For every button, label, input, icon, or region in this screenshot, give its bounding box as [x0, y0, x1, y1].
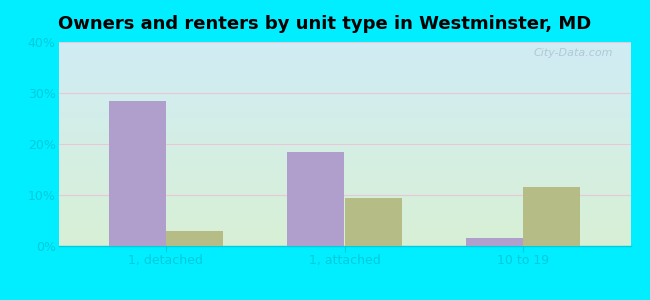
Bar [166, 231, 223, 246]
Text: City-Data.com: City-Data.com [534, 48, 614, 58]
Bar [523, 187, 580, 246]
Text: Owners and renters by unit type in Westminster, MD: Owners and renters by unit type in Westm… [58, 15, 592, 33]
Bar [466, 238, 523, 246]
Bar [344, 197, 402, 246]
Legend: Owner occupied units, Renter occupied units: Owner occupied units, Renter occupied un… [162, 297, 526, 300]
Bar [109, 100, 166, 246]
Bar [287, 152, 344, 246]
